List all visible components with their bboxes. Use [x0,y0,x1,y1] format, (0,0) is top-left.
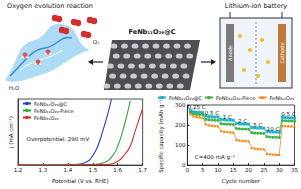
svg-text:Potential (V vs. RHE): Potential (V vs. RHE) [52,178,109,184]
svg-text:0: 0 [186,167,190,173]
svg-text:1.3: 1.3 [39,167,48,173]
svg-text:10 C: 10 C [267,126,280,132]
svg-text:1.7: 1.7 [138,167,147,173]
svg-text:300: 300 [175,102,186,108]
svg-text:Cathode: Cathode [279,43,285,64]
svg-text:FeNb₁₁O₂₉@C: FeNb₁₁O₂₉@C [169,95,203,101]
svg-text:FeNb₁₁O₂₉-Piece: FeNb₁₁O₂₉-Piece [216,95,256,101]
svg-text:FeNb₁₁O₂₉: FeNb₁₁O₂₉ [270,95,295,101]
svg-text:FeNb₁₁O₂₉: FeNb₁₁O₂₉ [34,115,59,121]
svg-text:0.5 C: 0.5 C [281,111,295,117]
svg-text:Overpotential: 290 mV: Overpotential: 290 mV [27,136,90,143]
svg-text:j (mA cm⁻²): j (mA cm⁻²) [8,116,15,149]
svg-text:1.5: 1.5 [88,167,97,173]
svg-text:0: 0 [181,162,186,169]
svg-text:Lithium-ion battery: Lithium-ion battery [225,2,288,10]
svg-text:200: 200 [175,122,186,128]
svg-text:25: 25 [260,167,267,173]
svg-text:FeNb₁₁O₂₉@C: FeNb₁₁O₂₉@C [129,28,176,36]
svg-text:Oxygen evolution reaction: Oxygen evolution reaction [7,2,93,10]
svg-text:H₂O: H₂O [9,85,20,91]
svg-text:Anode: Anode [227,45,233,61]
svg-text:30: 30 [276,167,283,173]
svg-text:100: 100 [175,142,186,148]
svg-text:FeNb₁₁O₂₉-Piece: FeNb₁₁O₂₉-Piece [34,108,74,114]
svg-text:1.4: 1.4 [63,167,72,173]
svg-text:2 C: 2 C [238,118,247,124]
svg-text:1.6: 1.6 [113,167,122,173]
svg-text:5 C: 5 C [253,122,262,128]
svg-text:0.25 C: 0.25 C [188,104,206,110]
svg-text:15: 15 [230,167,237,173]
svg-text:20: 20 [245,167,252,173]
svg-text:Cycle number: Cycle number [222,178,261,185]
svg-text:1.2: 1.2 [14,167,23,173]
svg-text:0.5 C: 0.5 C [205,110,219,116]
svg-text:5: 5 [201,167,205,173]
svg-text:C=400 mA g⁻¹: C=400 mA g⁻¹ [195,154,235,161]
svg-text:FeNb₁₁O₂₉@C: FeNb₁₁O₂₉@C [34,101,68,107]
svg-text:10: 10 [214,167,221,173]
svg-text:O₂: O₂ [93,39,100,45]
svg-text:35: 35 [291,167,298,173]
svg-text:Specific capacity (mAh g⁻¹): Specific capacity (mAh g⁻¹) [158,97,165,172]
svg-text:1 C: 1 C [223,114,232,120]
